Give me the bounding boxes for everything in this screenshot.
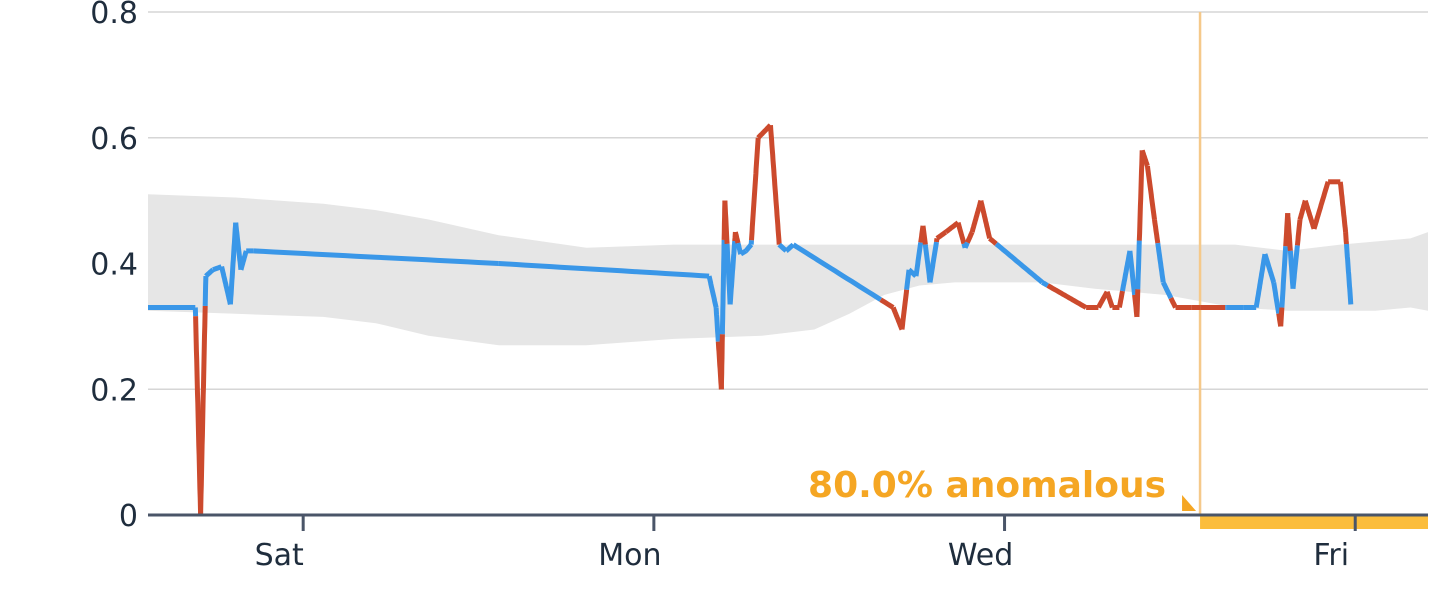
- series-segment-83: [1271, 281, 1282, 315]
- series-segment-32: [777, 242, 789, 254]
- series-segment-10: [238, 249, 249, 272]
- gridlines: [148, 11, 1428, 390]
- series-segment-37: [899, 289, 910, 330]
- series-segment-96: [1337, 181, 1349, 233]
- series-segment-14: [706, 274, 719, 309]
- series-segment-62: [1116, 290, 1125, 308]
- anomaly-pointer: [1182, 495, 1197, 511]
- y-tick-label-0: 0: [119, 499, 138, 534]
- expected-band-area: [148, 194, 1428, 346]
- series-segment-20: [722, 200, 730, 245]
- x-tick-label-0: Sat: [255, 538, 304, 573]
- series-segment-54: [988, 236, 998, 246]
- series-segment-70: [1145, 165, 1157, 220]
- series-segment-53: [978, 199, 993, 240]
- series-segment-48: [955, 221, 967, 245]
- series-segment-4: [202, 276, 209, 306]
- series-segment-35: [879, 297, 895, 310]
- series-segment-50: [962, 240, 970, 250]
- series-segment-51: [965, 230, 975, 245]
- x-tick-label-2: Wed: [948, 538, 1013, 573]
- series-segment-26: [738, 248, 749, 257]
- anomaly-bar: [1200, 515, 1428, 529]
- expected-range-band: [148, 194, 1428, 346]
- series-segment-27: [743, 242, 754, 254]
- series-segment-86: [1279, 246, 1289, 308]
- series-segment-81: [1253, 253, 1268, 308]
- series-segment-57: [1046, 283, 1088, 310]
- x-tick-label-3: Fri: [1313, 538, 1349, 573]
- series-segment-90: [1290, 245, 1300, 289]
- series-segment-82: [1262, 252, 1277, 284]
- series-segment-13: [498, 261, 710, 279]
- series-segment-67: [1135, 240, 1142, 290]
- series-segment-42: [920, 225, 928, 245]
- series-segment-69: [1139, 148, 1150, 168]
- series-segment-18: [719, 239, 727, 335]
- series-segment-88: [1285, 213, 1293, 252]
- series-segment-5: [203, 267, 216, 279]
- series-segment-66: [1134, 289, 1141, 318]
- y-tick-label-4: 0.8: [90, 0, 138, 31]
- series-segment-17: [718, 334, 725, 390]
- series-segment-94: [1311, 181, 1331, 230]
- tick-labels: 0 0.2 0.4 0.6 0.8 Sat Mon Wed Fri: [90, 0, 1349, 573]
- series-segment-91: [1294, 219, 1303, 246]
- series-segment-15: [713, 307, 721, 342]
- series-segment-74: [1168, 296, 1178, 309]
- series-segment-73: [1160, 280, 1174, 300]
- anomaly-annotation-label: 80.0% anomalous: [808, 465, 1166, 506]
- series-segment-33: [784, 242, 796, 254]
- series-segment-60: [1104, 289, 1115, 310]
- series-segment-3: [198, 305, 208, 516]
- series-segment-44: [927, 241, 939, 283]
- series-segment-34: [791, 242, 883, 302]
- x-tick-label-1: Mon: [598, 538, 661, 573]
- series-segment-31: [768, 125, 782, 245]
- series-segment-85: [1278, 307, 1285, 327]
- series-segment-52: [969, 199, 984, 234]
- series-segment-45: [934, 237, 940, 243]
- data-series: [147, 123, 1354, 516]
- series-segment-68: [1136, 150, 1145, 241]
- series-segment-46: [934, 229, 948, 241]
- series-segment-93: [1302, 199, 1317, 231]
- y-tick-label-2: 0.4: [90, 248, 138, 283]
- series-segment-29: [749, 137, 761, 241]
- series-segment-9: [233, 222, 244, 271]
- series-segment-71: [1152, 219, 1161, 244]
- series-segment-40: [913, 242, 924, 277]
- y-tick-label-1: 0.2: [90, 373, 138, 408]
- series-segment-12: [253, 248, 499, 266]
- y-tick-label-3: 0.6: [90, 122, 138, 157]
- series-segment-56: [1041, 280, 1049, 288]
- series-segment-97: [1343, 231, 1349, 245]
- anomaly-highlight: [1182, 12, 1428, 529]
- series-segment-72: [1155, 242, 1166, 283]
- series-segment-55: [994, 241, 1044, 285]
- series-segment-64: [1127, 250, 1138, 296]
- series-segment-22: [727, 240, 738, 305]
- x-axis: [148, 513, 1428, 531]
- series-segment-98: [1344, 243, 1354, 305]
- series-segment-24: [732, 230, 741, 245]
- series-segment-38: [904, 269, 912, 290]
